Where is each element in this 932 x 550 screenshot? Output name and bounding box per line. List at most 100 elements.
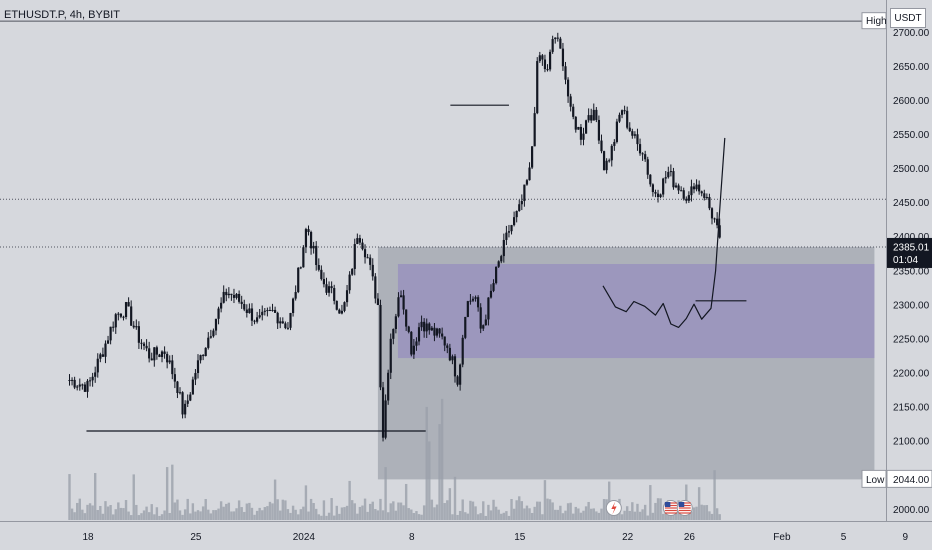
volume-bar [587, 501, 590, 520]
candle-body [220, 302, 223, 309]
volume-bar [456, 514, 459, 520]
volume-bar [348, 480, 351, 520]
candle-body [261, 311, 264, 316]
candle-body [600, 140, 603, 152]
candle-body [276, 312, 279, 324]
candle-body [492, 283, 495, 291]
candle-body [587, 115, 590, 121]
volume-bar [458, 510, 462, 520]
volume-bar [643, 504, 647, 520]
candle-body [528, 167, 531, 181]
volume-bar [109, 505, 112, 520]
candle-body [122, 316, 125, 318]
candle-body [78, 384, 81, 387]
candle-body [312, 245, 315, 249]
volume-bar [574, 506, 577, 520]
volume-bar [494, 506, 498, 520]
volume-bar [435, 504, 439, 520]
candle-body [73, 379, 76, 388]
volume-bar [502, 512, 506, 520]
volume-bar [646, 515, 649, 520]
candle-body [423, 321, 426, 332]
candle-body [561, 48, 565, 67]
candle-body [664, 177, 667, 179]
volume-bar [204, 499, 207, 520]
volume-bar [309, 498, 313, 520]
candle-body [718, 225, 721, 238]
volume-bar [407, 508, 410, 520]
volume-bar [343, 507, 346, 520]
candle-body [389, 338, 392, 373]
volume-bar [649, 485, 652, 520]
volume-bar [263, 507, 267, 520]
volume-bar [73, 512, 76, 520]
volume-bar [659, 498, 662, 520]
volume-bar [124, 500, 128, 520]
candle-body [214, 318, 218, 331]
candle-body [320, 269, 323, 280]
currency-button[interactable]: USDT [890, 8, 926, 28]
y-tick-label: 2700.00 [893, 28, 930, 39]
candle-body [289, 313, 292, 328]
volume-bar [137, 515, 141, 520]
volume-bar [546, 498, 549, 520]
y-tick-label: 2550.00 [893, 130, 930, 141]
candle-body [698, 184, 701, 192]
volume-bar [397, 502, 400, 520]
candle-body [70, 379, 74, 381]
candle-body [302, 247, 305, 268]
volume-bar [201, 506, 205, 520]
candle-body [595, 109, 598, 120]
volume-bar [330, 498, 333, 520]
volume-bar [284, 500, 287, 520]
candle-body [471, 298, 475, 301]
volume-bar [160, 514, 164, 520]
candle-body [124, 302, 128, 317]
volume-bar [695, 506, 698, 520]
candle-body [281, 321, 284, 324]
volume-bar [541, 514, 544, 520]
volume-bar [286, 509, 290, 520]
candle-body [649, 174, 652, 185]
volume-bar [453, 476, 457, 520]
low-tag-label: Low [866, 475, 885, 486]
volume-bar [132, 474, 135, 520]
candle-body [240, 301, 243, 305]
volume-bar [289, 512, 292, 520]
volume-bar [70, 508, 74, 520]
volume-bar [183, 509, 187, 520]
volume-bar [651, 512, 655, 520]
volume-bar [315, 508, 318, 520]
us-flag-icon [662, 500, 679, 516]
countdown-label: 01:04 [893, 255, 918, 266]
volume-bar [327, 512, 331, 520]
volume-bar [230, 511, 233, 520]
candle-body [507, 231, 511, 233]
candle-body [708, 197, 711, 209]
volume-bar [412, 513, 416, 520]
candle-body [81, 384, 84, 386]
volume-bar [371, 501, 374, 520]
candle-body [353, 244, 356, 269]
candle-body [685, 198, 688, 201]
candle-body [307, 229, 310, 232]
candle-body [628, 127, 631, 132]
candle-body [482, 325, 485, 329]
purple-demand-zone [397, 264, 875, 359]
volume-bar [320, 515, 323, 520]
candle-body [178, 392, 182, 394]
candle-body [194, 373, 197, 380]
volume-bar [358, 506, 362, 520]
volume-bar [410, 509, 413, 520]
volume-bar [350, 500, 354, 520]
low-price-label: 2044.00 [893, 475, 930, 486]
candle-body [189, 394, 192, 401]
candle-body [263, 310, 266, 312]
candle-body [76, 386, 79, 388]
candle-body [217, 308, 220, 319]
candle-body [119, 313, 122, 317]
volume-bar [93, 473, 97, 520]
volume-bar [237, 500, 241, 520]
candle-body [173, 374, 176, 382]
